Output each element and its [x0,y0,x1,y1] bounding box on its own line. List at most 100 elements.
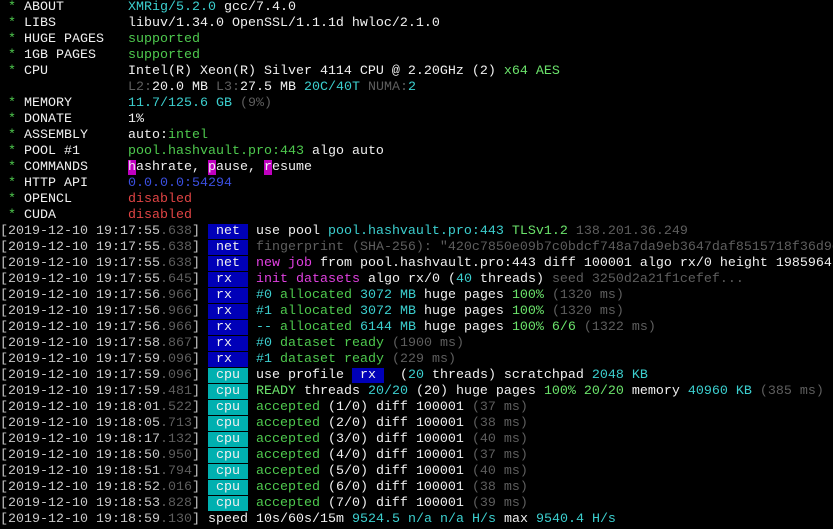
log-text: (37 ms) [471,448,528,463]
log-text: (38 ms) [471,480,528,495]
info-line: * LIBS libuv/1.34.0 OpenSSL/1.1.1d hwloc… [0,16,833,32]
log-text: threads) [471,272,552,287]
info-line: * ASSEMBLY auto:intel [0,128,833,144]
log-text: [2019-12-10 19:17:55 [0,240,160,255]
log-text: ] [191,512,208,527]
log-text: CPU [24,64,128,79]
bullet-icon: * [0,64,24,79]
log-text: rx/0 [407,272,440,287]
log-text: gcc/7.4.0 [215,0,296,15]
log-text: OPENCL [24,192,128,207]
log-text: ] [191,336,208,351]
log-text: 3072 MB [359,288,416,303]
log-text: [2019-12-10 19:17:59 [0,384,160,399]
log-text: accepted [247,496,320,511]
log-text: intel [167,128,208,143]
log-text: .966 [159,304,192,319]
log-text: huge pages [415,320,512,335]
log-text: libuv/1.34.0 OpenSSL/1.1.1d hwloc/2.1.0 [127,16,440,31]
info-line: * HUGE PAGES supported [0,32,833,48]
command-hotkey: r [263,160,272,175]
log-text: (38 ms) [471,416,528,431]
log-line: [2019-12-10 19:17:59.481] cpu READY thre… [0,384,833,400]
log-text: [2019-12-10 19:17:55 [0,256,160,271]
log-text: threads [295,384,368,399]
bullet-icon: * [0,160,24,175]
log-tag-badge: cpu [207,384,248,399]
log-text: ] [191,432,208,447]
log-line: [2019-12-10 19:17:59.096] cpu use profil… [0,368,833,384]
log-text: [2019-12-10 19:17:55 [0,272,160,287]
log-text: ] [191,384,208,399]
bullet-icon: * [0,144,24,159]
log-text: TLSv1.2 [511,224,576,239]
bullet-icon: * [0,16,24,31]
log-text: (37 ms) [471,400,528,415]
log-text: seed 3250d2a21f1cefef... [551,272,744,287]
log-text: 10s/60s/15m [247,512,352,527]
log-text: POOL #1 [24,144,128,159]
log-line: [2019-12-10 19:18:59.130] speed 10s/60s/… [0,512,833,528]
log-line: [2019-12-10 19:17:58.867] rx #0 dataset … [0,336,833,352]
log-text [0,80,128,95]
log-text: init datasets [247,272,360,287]
log-text: 100% 6/6 [511,320,584,335]
log-text: (1320 ms) [551,304,624,319]
info-line: * HTTP API 0.0.0.0:54294 [0,176,833,192]
log-text: 100% [511,288,552,303]
log-text: .638 [159,256,192,271]
log-text: 100001 [415,448,472,463]
log-text: 100001 [415,416,472,431]
log-text: (3/0) diff [319,432,416,447]
log-tag-badge: cpu [207,464,248,479]
log-text: Intel(R) Xeon(R) Silver 4114 CPU @ 2.20G… [127,64,504,79]
log-text: ] [191,496,208,511]
bullet-icon: * [0,0,24,15]
log-tag-badge: cpu [207,480,248,495]
command-hotkey: p [207,160,216,175]
log-text: .828 [159,496,192,511]
log-tag-badge: cpu [207,432,248,447]
info-line: * MEMORY 11.7/125.6 GB (9%) [0,96,833,112]
log-text: n/a n/a [399,512,464,527]
log-tag-badge: rx [207,272,248,287]
log-text: 11.7/125.6 GB [127,96,240,111]
log-text: (385 ms) [759,384,824,399]
log-text: 3072 MB [359,304,416,319]
log-text: threads) scratchpad [423,368,592,383]
log-text: dataset ready [271,336,392,351]
log-text: #0 [247,336,272,351]
log-text: speed [207,512,248,527]
log-text: (1/0) diff [319,400,416,415]
log-text: CUDA [24,208,128,223]
log-text: ASSEMBLY [24,128,128,143]
log-tag-badge: cpu [207,368,248,383]
log-text: accepted [247,448,320,463]
log-text: [2019-12-10 19:18:51 [0,464,160,479]
log-line: [2019-12-10 19:17:56.966] rx -- allocate… [0,320,833,336]
log-line: [2019-12-10 19:18:50.950] cpu accepted (… [0,448,833,464]
log-text: (20) huge pages [407,384,544,399]
log-tag-badge: rx [207,320,248,335]
log-text: ] [191,416,208,431]
log-text: L3: [215,80,240,95]
log-text: [2019-12-10 19:18:01 [0,400,160,415]
log-text: ] [191,448,208,463]
log-text: [2019-12-10 19:18:59 [0,512,160,527]
log-text: allocated [271,304,360,319]
log-text: disabled [127,192,192,207]
log-text: max [495,512,536,527]
log-text: 1% [127,112,144,127]
log-text: [2019-12-10 19:18:52 [0,480,160,495]
log-text: .638 [159,224,192,239]
bullet-icon: * [0,176,24,191]
log-text: (2/0) diff [319,416,416,431]
log-line: [2019-12-10 19:17:56.966] rx #1 allocate… [0,304,833,320]
log-text: algo auto [303,144,384,159]
log-text: (1900 ms) [391,336,464,351]
log-text: .522 [159,400,192,415]
log-line: [2019-12-10 19:17:55.638] net use pool p… [0,224,833,240]
command-hotkey: h [127,160,136,175]
log-text: esume [271,160,312,175]
